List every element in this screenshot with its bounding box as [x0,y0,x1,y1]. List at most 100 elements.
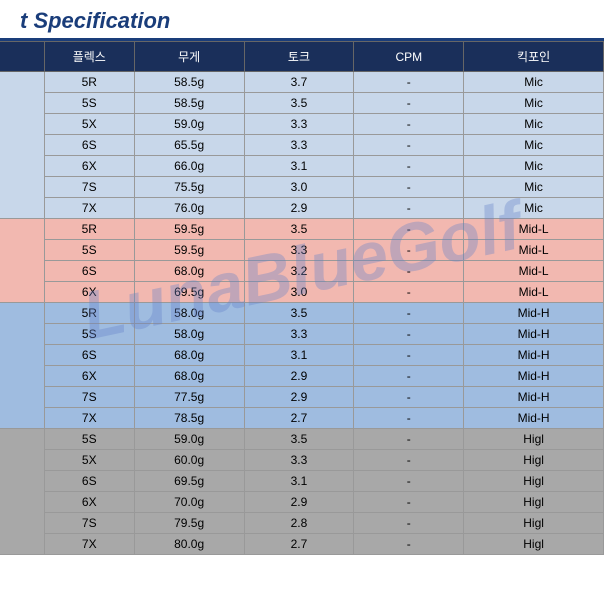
cell-flex: 6X [44,492,134,513]
cell-flex: 7X [44,534,134,555]
table-row: 7X76.0g2.9-Mic [0,198,604,219]
cell-cpm: - [354,240,464,261]
table-row: 5X59.0g3.3-Mic [0,114,604,135]
page-title: t Specification [0,0,604,38]
cell-kp: Mid-L [464,219,604,240]
cell-flex: 6S [44,261,134,282]
cell-kp: Mic [464,177,604,198]
cell-wt: 66.0g [134,156,244,177]
cell-tq: 2.9 [244,387,354,408]
cell-kp: Higl [464,429,604,450]
cell-kp: Higl [464,513,604,534]
table-body: 4 신형 스 BLUE5R58.5g3.7-Mic5S58.5g3.5-Mic5… [0,72,604,555]
cell-flex: 7X [44,408,134,429]
table-row: 6S68.0g3.1-Mid-H [0,345,604,366]
cell-cpm: - [354,114,464,135]
cell-cpm: - [354,177,464,198]
cell-flex: 5R [44,303,134,324]
cell-flex: 6X [44,156,134,177]
table-row: 5S58.5g3.5-Mic [0,93,604,114]
table-row: 6X68.0g2.9-Mid-H [0,366,604,387]
table-row: 5S59.5g3.3-Mid-L [0,240,604,261]
cell-tq: 3.5 [244,429,354,450]
cell-wt: 76.0g [134,198,244,219]
cell-cpm: - [354,261,464,282]
cell-cpm: - [354,450,464,471]
cell-flex: 6X [44,366,134,387]
cell-kp: Mic [464,135,604,156]
cell-wt: 78.5g [134,408,244,429]
table-row: 6S69.5g3.1-Higl [0,471,604,492]
cell-kp: Mid-L [464,240,604,261]
cell-tq: 3.5 [244,219,354,240]
cell-tq: 3.1 [244,471,354,492]
cell-tq: 3.3 [244,240,354,261]
table-row: 6X69.5g3.0-Mid-L [0,282,604,303]
model-cell: BLUE TR [0,303,44,429]
cell-tq: 3.3 [244,450,354,471]
cell-wt: 79.5g [134,513,244,534]
cell-wt: 80.0g [134,534,244,555]
model-cell: RED TR [0,219,44,303]
cell-flex: 5S [44,93,134,114]
cell-tq: 3.7 [244,72,354,93]
cell-flex: 6S [44,135,134,156]
cell-tq: 2.9 [244,198,354,219]
cell-wt: 69.5g [134,471,244,492]
cell-kp: Mid-L [464,261,604,282]
cell-tq: 3.0 [244,177,354,198]
cell-kp: Higl [464,471,604,492]
spec-table: 모델플렉스무게토크CPM킥포인 4 신형 스 BLUE5R58.5g3.7-Mi… [0,41,604,555]
cell-wt: 58.5g [134,72,244,93]
cell-cpm: - [354,471,464,492]
cell-kp: Mic [464,156,604,177]
cell-kp: Higl [464,534,604,555]
cell-cpm: - [354,219,464,240]
cell-wt: 75.5g [134,177,244,198]
cell-kp: Mid-H [464,345,604,366]
table-row: BLUE TR5R58.0g3.5-Mid-H [0,303,604,324]
cell-cpm: - [354,408,464,429]
cell-cpm: - [354,303,464,324]
cell-cpm: - [354,282,464,303]
cell-flex: 5S [44,324,134,345]
cell-kp: Mid-H [464,303,604,324]
cell-cpm: - [354,135,464,156]
cell-flex: 6S [44,471,134,492]
cell-kp: Mid-H [464,408,604,429]
cell-tq: 3.0 [244,282,354,303]
cell-flex: 5R [44,72,134,93]
cell-kp: Mic [464,93,604,114]
cell-tq: 3.3 [244,324,354,345]
cell-flex: 7X [44,198,134,219]
col-header: 무게 [134,42,244,72]
cell-tq: 2.8 [244,513,354,534]
cell-cpm: - [354,72,464,93]
cell-tq: 2.7 [244,534,354,555]
cell-kp: Mid-L [464,282,604,303]
col-header: 플렉스 [44,42,134,72]
table-row: 5S58.0g3.3-Mid-H [0,324,604,345]
table-row: BLACK TR5S59.0g3.5-Higl [0,429,604,450]
table-row: RED TR5R59.5g3.5-Mid-L [0,219,604,240]
cell-kp: Mic [464,72,604,93]
cell-kp: Mid-H [464,387,604,408]
cell-wt: 69.5g [134,282,244,303]
table-row: 4 신형 스 BLUE5R58.5g3.7-Mic [0,72,604,93]
table-row: 6X70.0g2.9-Higl [0,492,604,513]
table-header-row: 모델플렉스무게토크CPM킥포인 [0,42,604,72]
cell-tq: 3.3 [244,135,354,156]
cell-flex: 6S [44,345,134,366]
cell-cpm: - [354,429,464,450]
cell-cpm: - [354,387,464,408]
cell-tq: 2.9 [244,366,354,387]
cell-tq: 3.3 [244,114,354,135]
cell-kp: Higl [464,492,604,513]
cell-kp: Mid-H [464,366,604,387]
cell-wt: 77.5g [134,387,244,408]
cell-wt: 68.0g [134,345,244,366]
cell-flex: 7S [44,177,134,198]
table-row: 6S65.5g3.3-Mic [0,135,604,156]
cell-kp: Higl [464,450,604,471]
cell-kp: Mic [464,114,604,135]
